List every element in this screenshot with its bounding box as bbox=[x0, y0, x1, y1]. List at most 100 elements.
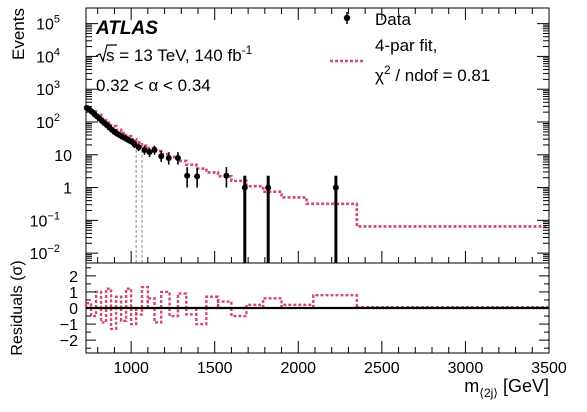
residual-y-tick-label-4: 2 bbox=[69, 269, 78, 286]
data-point-20 bbox=[135, 143, 142, 152]
main-y-tick-label-5: 103 bbox=[36, 79, 60, 99]
main-y-tick-base: 10 bbox=[30, 246, 48, 263]
residual-bin-18 bbox=[195, 308, 208, 326]
legend-fit-label-line1: 4-par fit, bbox=[375, 36, 437, 55]
main-y-tick-base: 10 bbox=[36, 49, 54, 66]
data-point-25 bbox=[165, 152, 172, 165]
data-point-23 bbox=[151, 145, 158, 155]
residual-bin-4 bbox=[104, 287, 113, 308]
residual-bin-23 bbox=[261, 297, 283, 308]
x-tick-label-3: 2500 bbox=[364, 360, 400, 377]
residual-bin-12 bbox=[146, 297, 156, 308]
residual-bin-2 bbox=[94, 290, 103, 308]
main-y-tick-base: 10 bbox=[36, 115, 54, 132]
legend-fit-chi-exponent: 2 bbox=[384, 63, 391, 77]
residual-bin-15 bbox=[168, 308, 180, 318]
main-y-tick-exponent: 4 bbox=[54, 46, 60, 58]
main-y-tick-base: 10 bbox=[30, 213, 48, 230]
main-y-tick-exponent: 5 bbox=[54, 14, 60, 26]
data-point-26 bbox=[174, 152, 181, 165]
data-point-marker bbox=[151, 146, 158, 153]
energy-lumi-text: s = 13 TeV, 140 fb bbox=[106, 46, 242, 65]
main-y-axis-label: Events bbox=[9, 8, 28, 60]
svg-text:χ2 / ndof = 0.81: χ2 / ndof = 0.81 bbox=[375, 63, 490, 85]
data-point-29 bbox=[223, 167, 230, 188]
data-point-28 bbox=[194, 167, 201, 188]
x-tick-label-1: 1500 bbox=[197, 360, 233, 377]
residual-x-axis-ticks: 1000 1500 2000 2500 3000 3500 bbox=[97, 341, 567, 377]
residual-bin-11 bbox=[140, 285, 150, 308]
alpha-range-label: 0.32 < α < 0.34 bbox=[96, 76, 211, 95]
x-tick-label-5: 3500 bbox=[531, 360, 567, 377]
legend: Data 4-par fit, χ2 / ndof = 0.81 bbox=[330, 10, 490, 85]
main-y-tick-exponent: −2 bbox=[47, 243, 60, 255]
residual-bin-5 bbox=[109, 308, 118, 331]
x-tick-label-0: 1000 bbox=[113, 360, 149, 377]
data-point-marker bbox=[265, 184, 272, 191]
residual-bin-3 bbox=[99, 308, 108, 324]
main-x-axis-ticks bbox=[97, 8, 550, 263]
data-point-19 bbox=[131, 140, 138, 149]
data-point-marker bbox=[135, 144, 142, 151]
x-tick-label-2: 2000 bbox=[280, 360, 316, 377]
data-point-marker bbox=[158, 153, 165, 160]
residual-bin-6 bbox=[114, 295, 123, 308]
data-points bbox=[83, 104, 339, 263]
data-point-24 bbox=[158, 151, 165, 163]
residual-bin-13 bbox=[153, 308, 163, 324]
svg-text:s = 13 TeV, 140 fb-1: s = 13 TeV, 140 fb-1 bbox=[106, 43, 253, 65]
x-tick-label-4: 3000 bbox=[448, 360, 484, 377]
residual-y-axis-label: Residuals (σ) bbox=[9, 260, 26, 355]
data-point-marker bbox=[223, 172, 230, 179]
main-y-tick-label-4: 102 bbox=[36, 112, 60, 132]
residual-bin-8 bbox=[124, 287, 133, 308]
main-y-tick-label-3: 10 bbox=[54, 148, 72, 165]
x-axis-label-m: m bbox=[464, 376, 479, 396]
main-y-tick-base: 10 bbox=[36, 82, 54, 99]
data-point-32 bbox=[332, 175, 339, 263]
residual-bin-19 bbox=[205, 295, 220, 308]
main-y-tick-label-0: 10−2 bbox=[30, 243, 60, 263]
main-y-tick-label-1: 10−1 bbox=[30, 210, 60, 230]
residual-y-tick-label-3: 1 bbox=[69, 285, 78, 302]
main-y-tick-label-2: 1 bbox=[63, 181, 72, 198]
data-point-marker bbox=[194, 173, 201, 180]
legend-fit-ndof: / ndof = 0.81 bbox=[391, 66, 491, 85]
residual-bin-21 bbox=[230, 308, 248, 318]
x-axis-label-unit: [GeV] bbox=[498, 376, 549, 396]
data-point-27 bbox=[184, 167, 191, 188]
data-point-marker bbox=[241, 184, 248, 191]
fit-curve bbox=[86, 107, 549, 228]
residual-bin-17 bbox=[185, 308, 198, 316]
residual-y-tick-label-0: −2 bbox=[60, 333, 78, 350]
energy-lumi-label: s = 13 TeV, 140 fb-1 bbox=[95, 43, 253, 65]
data-point-21 bbox=[141, 145, 148, 155]
x-axis-label-subscript: ⟨2j⟩ bbox=[479, 386, 498, 400]
legend-data-label: Data bbox=[375, 10, 411, 29]
data-point-marker bbox=[174, 154, 181, 161]
residual-bin-25 bbox=[312, 293, 358, 308]
experiment-label: ATLAS bbox=[95, 18, 158, 39]
fit-step-line bbox=[86, 107, 549, 228]
mass-window-lines bbox=[135, 144, 143, 263]
data-point-22 bbox=[146, 148, 153, 158]
energy-lumi-exponent: -1 bbox=[242, 43, 253, 57]
legend-fit-chi: χ bbox=[375, 66, 384, 85]
residual-bin-0 bbox=[84, 301, 93, 308]
main-y-tick-label-6: 104 bbox=[36, 46, 60, 66]
data-point-marker bbox=[184, 172, 191, 179]
data-point-31 bbox=[265, 175, 272, 263]
main-y-tick-label-7: 105 bbox=[36, 14, 60, 34]
data-point-marker bbox=[131, 141, 138, 148]
main-y-tick-exponent: 3 bbox=[54, 79, 60, 91]
main-y-tick-exponent: 2 bbox=[54, 112, 60, 124]
main-y-tick-exponent: −1 bbox=[47, 210, 60, 222]
data-point-marker bbox=[141, 146, 148, 153]
residual-bin-10 bbox=[134, 308, 144, 316]
residual-bin-14 bbox=[160, 290, 171, 308]
residual-bin-16 bbox=[176, 292, 188, 308]
